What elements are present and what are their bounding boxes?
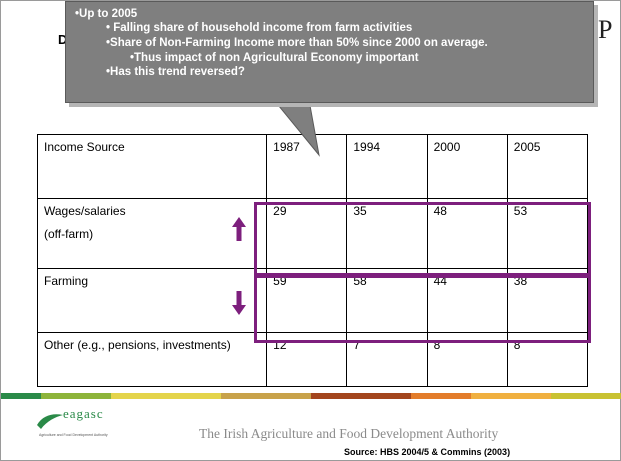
color-band <box>1 393 621 399</box>
band-segment <box>471 393 551 399</box>
band-segment <box>311 393 411 399</box>
table-header-row: Income Source 1987 1994 2000 2005 <box>36 134 589 199</box>
table-cell: 29 <box>266 198 348 269</box>
band-segment <box>221 393 311 399</box>
row-label: Wages/salaries <box>44 204 126 218</box>
table-row: Wages/salaries (off-farm) 29 35 48 53 <box>36 198 589 269</box>
header-year-2005: 2005 <box>506 134 589 199</box>
band-segment <box>41 393 111 399</box>
band-segment <box>551 393 621 399</box>
table-row: Farming 59 58 44 38 <box>36 268 589 333</box>
row-label-cell: Farming <box>36 268 268 333</box>
callout-line: •Up to 2005 <box>75 8 138 20</box>
table-cell: 53 <box>506 198 589 269</box>
source-note: Source: HBS 2004/5 & Commins (2003) <box>344 447 511 457</box>
row-sublabel: (off-farm) <box>44 227 94 241</box>
income-table: Income Source 1987 1994 2000 2005 Wages/… <box>36 134 589 387</box>
farming-highlight-box <box>254 275 591 343</box>
callout-box: •Up to 2005 • Falling share of household… <box>65 1 594 103</box>
band-segment <box>111 393 221 399</box>
table-cell: 48 <box>426 198 508 269</box>
teagasc-logo-icon <box>37 414 63 429</box>
wages-highlight-box <box>254 202 591 276</box>
band-segment <box>1 393 41 399</box>
row-label: Farming <box>44 274 89 288</box>
callout-line: •Has this trend reversed? <box>106 66 245 78</box>
up-arrow-icon <box>232 217 247 241</box>
row-label-cell: Wages/salaries (off-farm) <box>36 198 268 269</box>
down-arrow-icon <box>232 291 247 315</box>
header-income-source: Income Source <box>36 134 268 199</box>
callout-pointer <box>264 89 320 157</box>
header-year-1994: 1994 <box>346 134 428 199</box>
callout-line: • Falling share of household income from… <box>106 22 413 34</box>
band-segment <box>411 393 471 399</box>
header-year-1987: 1987 <box>266 134 348 199</box>
table-cell: 44 <box>426 268 508 333</box>
table-cell: 59 <box>266 268 348 333</box>
callout-line: •Thus impact of non Agricultural Economy… <box>130 52 419 64</box>
logo-subtext: Agriculture and Food Development Authori… <box>39 433 108 437</box>
logo-text: eagasc <box>63 406 104 421</box>
slide-title-fragment: D <box>58 32 68 47</box>
authority-text: The Irish Agriculture and Food Developme… <box>199 426 499 441</box>
callout-line: •Share of Non-Farming Income more than 5… <box>106 37 488 49</box>
header-year-2000: 2000 <box>426 134 508 199</box>
row-label: Other (e.g., pensions, investments) <box>36 332 268 387</box>
slide-title-tail: P <box>598 15 613 44</box>
